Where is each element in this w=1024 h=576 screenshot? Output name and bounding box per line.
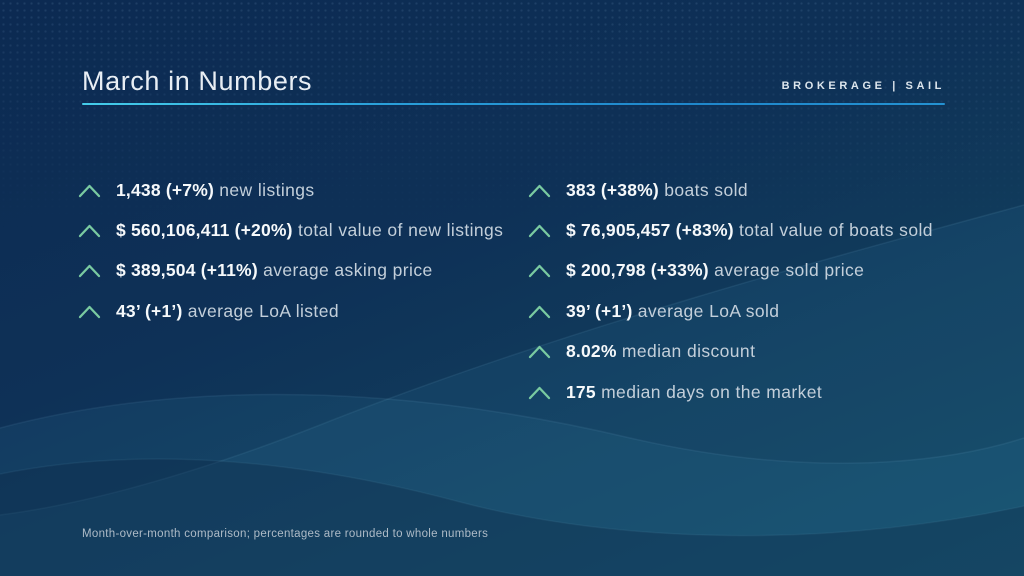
chevron-up-icon (528, 386, 551, 399)
stat-label: new listings (219, 179, 315, 200)
footer-note: Month-over-month comparison; percentages… (82, 528, 489, 540)
stat-value: 8.02% (566, 341, 617, 362)
stat-text: $ 76,905,457 (+83%) total value of boats… (566, 220, 933, 241)
stat-text: $ 560,106,411 (+20%) total value of new … (116, 220, 503, 241)
stat-row: 1,438 (+7%) new listings (78, 170, 528, 210)
chevron-up-icon (528, 265, 551, 278)
chevron-up-icon (78, 265, 101, 278)
stats-right-column: 383 (+38%) boats sold $ 76,905,457 (+83%… (528, 170, 988, 412)
stat-row: 39’ (+1’) average LoA sold (528, 291, 988, 331)
brand-label: BROKERAGE | SAIL (781, 80, 945, 92)
stat-label: total value of new listings (297, 220, 504, 241)
stat-label: median days on the market (601, 381, 823, 402)
stats-left-column: 1,438 (+7%) new listings $ 560,106,411 (… (78, 170, 528, 332)
stat-text: 175 median days on the market (566, 382, 822, 403)
stat-text: 39’ (+1’) average LoA sold (566, 301, 779, 322)
stat-label: total value of boats sold (739, 220, 933, 241)
stat-text: 43’ (+1’) average LoA listed (116, 301, 339, 322)
chevron-up-icon (78, 224, 101, 238)
stat-row: 8.02% median discount (528, 332, 988, 372)
stat-value: $ 560,106,411 (+20%) (116, 220, 293, 241)
chevron-up-icon (528, 184, 551, 197)
chevron-up-icon (528, 305, 551, 319)
title-underline (82, 103, 945, 105)
chevron-up-icon (528, 224, 551, 238)
chevron-up-icon (78, 305, 101, 319)
chevron-up-icon (528, 346, 551, 359)
stat-text: $ 389,504 (+11%) average asking price (116, 260, 433, 281)
stat-value: $ 389,504 (+11%) (116, 260, 258, 281)
stat-value: 39’ (+1’) (566, 300, 633, 321)
stat-label: average LoA sold (637, 300, 780, 321)
stat-row: $ 389,504 (+11%) average asking price (78, 251, 528, 291)
stat-row: 175 median days on the market (528, 372, 988, 412)
stat-value: 1,438 (+7%) (116, 179, 215, 200)
stat-value: $ 76,905,457 (+83%) (566, 220, 734, 241)
stat-row: $ 560,106,411 (+20%) total value of new … (78, 210, 528, 250)
stat-label: average asking price (263, 260, 433, 281)
stat-row: $ 76,905,457 (+83%) total value of boats… (528, 210, 988, 250)
page-title: March in Numbers (82, 66, 313, 96)
stat-value: 43’ (+1’) (116, 300, 183, 321)
stat-text: 383 (+38%) boats sold (566, 180, 748, 201)
stat-text: 1,438 (+7%) new listings (116, 180, 315, 201)
stat-label: median discount (621, 341, 756, 362)
stat-value: 383 (+38%) (566, 179, 659, 200)
stat-value: $ 200,798 (+33%) (566, 260, 709, 281)
stat-row: $ 200,798 (+33%) average sold price (528, 251, 988, 291)
stat-label: average sold price (714, 260, 865, 281)
stat-row: 383 (+38%) boats sold (528, 170, 988, 210)
chevron-up-icon (78, 184, 101, 197)
stat-value: 175 (566, 381, 596, 402)
stat-row: 43’ (+1’) average LoA listed (78, 291, 528, 331)
stat-label: boats sold (664, 179, 749, 200)
stat-text: $ 200,798 (+33%) average sold price (566, 260, 864, 281)
stat-text: 8.02% median discount (566, 341, 755, 362)
stat-label: average LoA listed (187, 300, 339, 321)
